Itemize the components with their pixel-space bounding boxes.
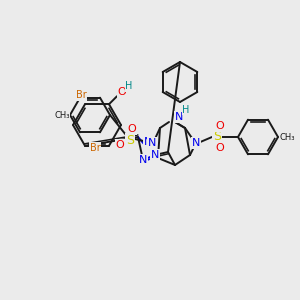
Text: N: N: [151, 150, 159, 160]
Text: O: O: [216, 143, 224, 153]
Text: S: S: [213, 130, 221, 143]
Text: N: N: [148, 138, 156, 148]
Text: Br: Br: [90, 143, 101, 153]
Text: O: O: [128, 124, 136, 134]
Text: S: S: [126, 134, 134, 146]
Text: O: O: [216, 121, 224, 131]
Text: H: H: [125, 81, 133, 91]
Text: N: N: [175, 112, 183, 122]
Text: O: O: [116, 140, 124, 150]
Text: N: N: [144, 137, 152, 147]
Text: H: H: [182, 105, 190, 115]
Text: N: N: [139, 155, 147, 165]
Text: Br: Br: [76, 90, 86, 100]
Text: CH₃: CH₃: [279, 133, 295, 142]
Text: O: O: [118, 87, 126, 97]
Text: N: N: [192, 138, 200, 148]
Text: CH₃: CH₃: [54, 110, 70, 119]
